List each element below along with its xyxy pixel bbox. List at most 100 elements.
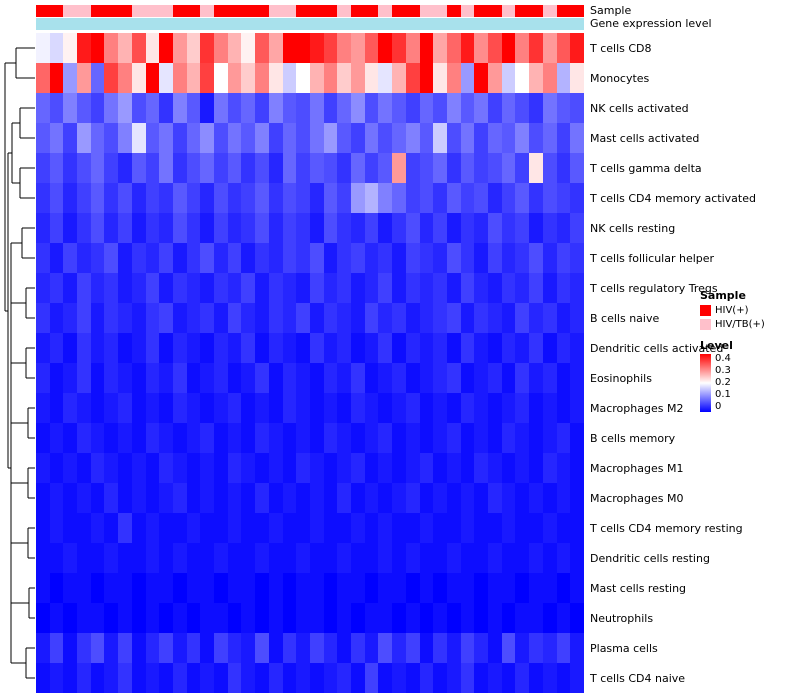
- heatmap-cell: [488, 543, 502, 573]
- sample-annotation-cell: [214, 5, 228, 17]
- heatmap-cell: [392, 603, 406, 633]
- heatmap-cell: [474, 483, 489, 513]
- heatmap-cell: [570, 393, 584, 423]
- heatmap-cell: [446, 213, 461, 243]
- heatmap-cell: [77, 363, 91, 393]
- heatmap-cell: [268, 603, 283, 633]
- heatmap-cell: [227, 423, 242, 453]
- sample-annotation-cell: [351, 5, 365, 17]
- heatmap-cell: [200, 273, 215, 303]
- heatmap-cell: [501, 303, 516, 333]
- heatmap-cell: [63, 153, 78, 183]
- heatmap-cell: [323, 153, 338, 183]
- heatmap-cell: [296, 333, 310, 363]
- heatmap-cell: [49, 33, 64, 63]
- heatmap-cell: [556, 543, 571, 573]
- heatmap-cell: [145, 423, 160, 453]
- heatmap-cell: [392, 183, 406, 213]
- heatmap-cell: [90, 363, 105, 393]
- heatmap-cell: [104, 213, 119, 243]
- heatmap-cell: [433, 153, 447, 183]
- heatmap-cell: [145, 483, 160, 513]
- heatmap-cell: [351, 273, 365, 303]
- heatmap-cell: [515, 303, 530, 333]
- heatmap-cell: [515, 363, 530, 393]
- heatmap-cell: [556, 453, 571, 483]
- heatmap-cell: [36, 663, 50, 693]
- heatmap-cell: [296, 573, 310, 603]
- heatmap-cell: [296, 63, 310, 93]
- heatmap-cell: [433, 63, 447, 93]
- heatmap-cell: [405, 603, 420, 633]
- heatmap-cell: [556, 513, 571, 543]
- heatmap-cell: [392, 243, 406, 273]
- heatmap-cell: [131, 483, 146, 513]
- gene-expression-annotation-cell: [145, 18, 160, 30]
- heatmap-cell: [186, 303, 201, 333]
- heatmap-cell: [131, 423, 146, 453]
- heatmap-cell: [296, 663, 310, 693]
- heatmap-cell: [556, 153, 571, 183]
- heatmap-cell: [556, 423, 571, 453]
- gene-expression-annotation-cell: [515, 18, 530, 30]
- heatmap-cell: [36, 93, 50, 123]
- heatmap-cell: [419, 333, 434, 363]
- heatmap-cell: [241, 573, 256, 603]
- gene-expression-annotation-cell: [77, 18, 91, 30]
- heatmap-cell: [186, 63, 201, 93]
- heatmap-cell: [392, 543, 406, 573]
- heatmap-cell: [323, 603, 338, 633]
- heatmap-cell: [529, 393, 543, 423]
- heatmap-cell: [501, 63, 516, 93]
- heatmap-cell: [200, 543, 215, 573]
- heatmap-cell: [419, 423, 434, 453]
- heatmap-cell: [145, 453, 160, 483]
- heatmap-cell: [309, 273, 324, 303]
- heatmap-cell: [255, 183, 269, 213]
- heatmap-cell: [200, 93, 215, 123]
- heatmap-cell: [145, 93, 160, 123]
- heatmap-cell: [488, 243, 502, 273]
- heatmap-cell: [323, 243, 338, 273]
- heatmap-cell: [556, 93, 571, 123]
- heatmap-cell: [323, 453, 338, 483]
- heatmap-cell: [282, 513, 297, 543]
- heatmap-cell: [63, 123, 78, 153]
- heatmap-cell: [460, 33, 475, 63]
- heatmap-cell: [77, 243, 91, 273]
- heatmap-cell: [392, 303, 406, 333]
- heatmap-cell: [90, 303, 105, 333]
- heatmap-cell: [392, 153, 406, 183]
- row-label: Mast cells activated: [590, 131, 700, 145]
- heatmap-cell: [570, 543, 584, 573]
- heatmap-cell: [542, 633, 557, 663]
- heatmap-cell: [200, 33, 215, 63]
- heatmap-cell: [529, 303, 543, 333]
- heatmap-cell: [90, 273, 105, 303]
- heatmap-cell: [282, 273, 297, 303]
- heatmap-cell: [77, 213, 91, 243]
- heatmap-cell: [63, 303, 78, 333]
- heatmap-cell: [501, 183, 516, 213]
- heatmap-cell: [268, 513, 283, 543]
- heatmap-cell: [529, 213, 543, 243]
- heatmap-cell: [542, 123, 557, 153]
- heatmap-cell: [145, 273, 160, 303]
- heatmap-cell: [337, 483, 352, 513]
- heatmap-cell: [364, 453, 379, 483]
- heatmap-cell: [131, 93, 146, 123]
- heatmap-cell: [145, 303, 160, 333]
- heatmap-cell: [501, 633, 516, 663]
- heatmap-cell: [255, 633, 269, 663]
- heatmap-cell: [364, 393, 379, 423]
- heatmap-cell: [131, 243, 146, 273]
- heatmap-cell: [77, 663, 91, 693]
- heatmap-cell: [131, 153, 146, 183]
- heatmap-cell: [501, 273, 516, 303]
- heatmap-cell: [145, 603, 160, 633]
- heatmap-cell: [446, 453, 461, 483]
- heatmap-cell: [309, 93, 324, 123]
- heatmap-cell: [433, 123, 447, 153]
- heatmap-cell: [63, 33, 78, 63]
- heatmap-cell: [351, 153, 365, 183]
